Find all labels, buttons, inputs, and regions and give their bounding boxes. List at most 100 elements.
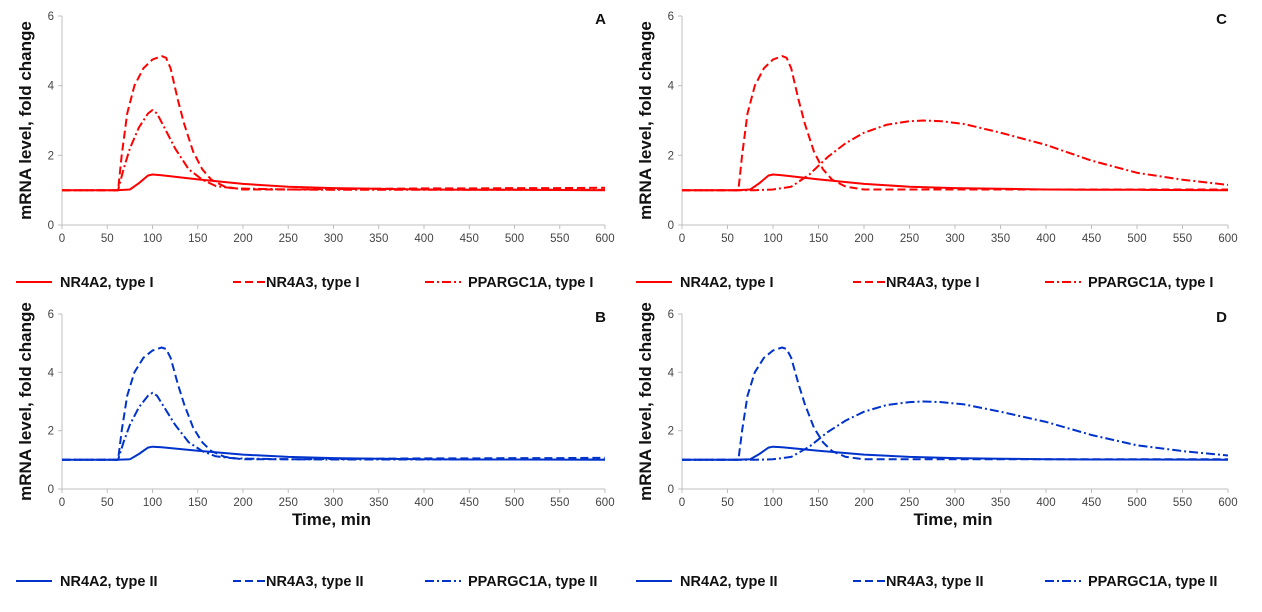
series-line-dashdot — [62, 109, 605, 192]
x-tick-label: 350 — [991, 497, 1010, 509]
x-tick-label: 250 — [279, 497, 298, 509]
series-line-dashed — [682, 55, 1228, 192]
x-tick-label: 400 — [414, 233, 433, 245]
x-tick-label: 350 — [369, 233, 388, 245]
y-tick-label: 6 — [48, 309, 54, 321]
y-tick-label: 4 — [668, 81, 675, 93]
x-tick-label: 550 — [1173, 233, 1192, 245]
x-tick-label: 550 — [550, 497, 569, 509]
legend: NR4A2, type I NR4A3, type I PPARGC1A, type… — [16, 275, 593, 291]
x-tick-label: 450 — [460, 233, 479, 245]
y-tick-label: 2 — [48, 426, 54, 438]
chart-panel-c: 0 2 4 6 0 50 100 150 200 250 300 350 400 450 500 550 600… — [636, 11, 1238, 291]
x-tick-label: 300 — [324, 497, 343, 509]
legend-label: PPARGC1A, type II — [468, 574, 597, 590]
y-tick-label: 6 — [48, 11, 54, 23]
y-axis-title: mRNA level, fold change — [636, 302, 655, 501]
x-axis-title: Time, min — [913, 510, 992, 529]
x-tick-label: 600 — [595, 497, 614, 509]
chart-panel-a: 0 2 4 6 0 50 100 150 200 250 300 350 400 450 500 550 600… — [16, 11, 615, 291]
legend-label: NR4A2, type I — [60, 275, 153, 291]
x-tick-label: 500 — [505, 497, 524, 509]
x-tick-label: 250 — [279, 233, 298, 245]
x-tick-label: 400 — [1036, 497, 1055, 509]
x-tick-label: 450 — [460, 497, 479, 509]
y-axis-title: mRNA level, fold change — [636, 21, 655, 220]
x-axis-title: Time, min — [292, 510, 371, 529]
legend-label: NR4A3, type II — [886, 574, 984, 590]
x-tick-label: 0 — [59, 497, 65, 509]
y-tick-label: 2 — [668, 150, 674, 162]
x-tick-label: 550 — [550, 233, 569, 245]
series-line-dashdot — [682, 400, 1229, 461]
legend: NR4A2, type II NR4A3, type II PPARGC1A, ty… — [16, 574, 597, 590]
x-tick-label: 300 — [324, 233, 343, 245]
legend: NR4A2, type II NR4A3, type II PPARGC1A, ty… — [636, 574, 1217, 590]
x-tick-label: 200 — [233, 497, 252, 509]
x-tick-label: 150 — [809, 497, 828, 509]
x-tick-label: 350 — [369, 497, 388, 509]
legend-label: NR4A2, type I — [680, 275, 773, 291]
y-tick-label: 0 — [668, 484, 674, 496]
y-axis-title: mRNA level, fold change — [16, 21, 35, 220]
series-line-dashdot — [62, 391, 605, 461]
series-line-solid — [682, 445, 1229, 461]
x-tick-label: 0 — [59, 233, 65, 245]
panel-letter: B — [595, 309, 606, 326]
x-tick-label: 200 — [233, 233, 252, 245]
x-tick-label: 100 — [143, 497, 162, 509]
x-tick-label: 50 — [721, 497, 734, 509]
x-tick-label: 100 — [763, 497, 782, 509]
legend-label: NR4A2, type II — [60, 574, 158, 590]
x-tick-label: 150 — [188, 497, 207, 509]
x-tick-label: 100 — [143, 233, 162, 245]
chart-panel-b: 0 2 4 6 0 50 100 150 200 250 300 350 400 450 500 550 600… — [16, 302, 615, 590]
x-tick-label: 450 — [1082, 233, 1101, 245]
y-tick-label: 4 — [668, 367, 675, 379]
x-tick-label: 200 — [854, 497, 873, 509]
panel-letter: D — [1216, 309, 1227, 326]
legend-label: PPARGC1A, type I — [468, 275, 593, 291]
x-tick-label: 150 — [809, 233, 828, 245]
x-tick-label: 450 — [1082, 497, 1101, 509]
chart-panel-d: 0 2 4 6 0 50 100 150 200 250 300 350 400 450 500 550 600… — [636, 302, 1238, 590]
x-tick-label: 250 — [900, 497, 919, 509]
panel-letter: A — [595, 11, 606, 28]
legend-label: PPARGC1A, type I — [1088, 275, 1213, 291]
y-tick-label: 2 — [48, 150, 54, 162]
x-tick-label: 0 — [679, 233, 685, 245]
x-tick-label: 500 — [1127, 233, 1146, 245]
y-tick-label: 6 — [668, 309, 674, 321]
panel-letter: C — [1216, 11, 1227, 28]
x-tick-label: 600 — [1218, 497, 1237, 509]
series-line-solid — [682, 173, 1229, 192]
y-tick-label: 4 — [48, 81, 55, 93]
x-tick-label: 500 — [505, 233, 524, 245]
y-tick-label: 4 — [48, 367, 55, 379]
x-tick-label: 300 — [945, 497, 964, 509]
y-tick-label: 0 — [668, 220, 674, 232]
x-tick-label: 300 — [945, 233, 964, 245]
legend-label: NR4A3, type I — [266, 275, 359, 291]
legend-label: NR4A2, type II — [680, 574, 778, 590]
y-tick-label: 6 — [668, 11, 674, 23]
legend-label: NR4A3, type II — [266, 574, 364, 590]
x-tick-label: 500 — [1127, 497, 1146, 509]
legend: NR4A2, type I NR4A3, type I PPARGC1A, type… — [636, 275, 1213, 291]
legend-label: PPARGC1A, type II — [1088, 574, 1217, 590]
series-line-dashed — [682, 346, 1228, 461]
y-tick-label: 0 — [48, 484, 54, 496]
series-line-dashdot — [682, 119, 1229, 192]
series-line-dashed — [62, 346, 606, 461]
x-tick-label: 600 — [595, 233, 614, 245]
x-tick-label: 400 — [414, 497, 433, 509]
x-tick-label: 200 — [854, 233, 873, 245]
x-tick-label: 50 — [101, 497, 114, 509]
x-tick-label: 600 — [1218, 233, 1237, 245]
y-axis-title: mRNA level, fold change — [16, 302, 35, 501]
x-tick-label: 100 — [763, 233, 782, 245]
y-tick-label: 0 — [48, 220, 54, 232]
x-tick-label: 150 — [188, 233, 207, 245]
x-tick-label: 400 — [1036, 233, 1055, 245]
